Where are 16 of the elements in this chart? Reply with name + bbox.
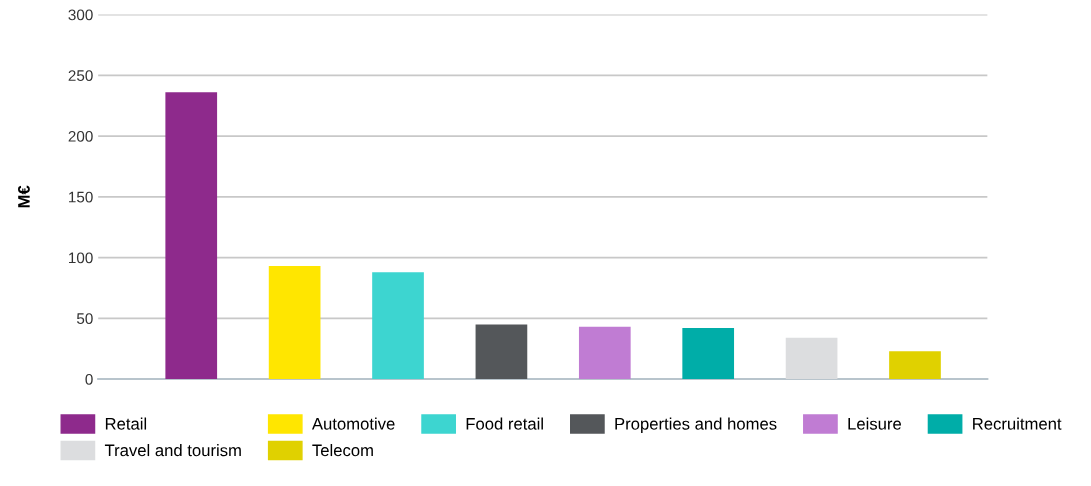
y-tick-label: 200: [68, 130, 93, 142]
legend-label: Automotive: [311, 417, 395, 430]
legend-label: Retail: [105, 417, 147, 430]
legend-label: Travel and tourism: [104, 444, 241, 457]
legend-label: Properties and homes: [615, 417, 777, 434]
legend-label: Telecom: [312, 444, 373, 457]
y-tick-label: 150: [69, 191, 93, 203]
y-tick-label: 100: [69, 252, 93, 264]
legend-label: Food retail: [466, 417, 543, 430]
y-axis-title: M€: [18, 185, 30, 208]
y-tick-label: 0: [85, 373, 93, 385]
legend-label: Recruitment: [973, 417, 1062, 430]
y-tick-label: 300: [68, 9, 93, 21]
y-tick-label: 50: [76, 313, 93, 325]
legend-label: Leisure: [848, 417, 901, 430]
y-tick-label: 250: [68, 70, 93, 82]
